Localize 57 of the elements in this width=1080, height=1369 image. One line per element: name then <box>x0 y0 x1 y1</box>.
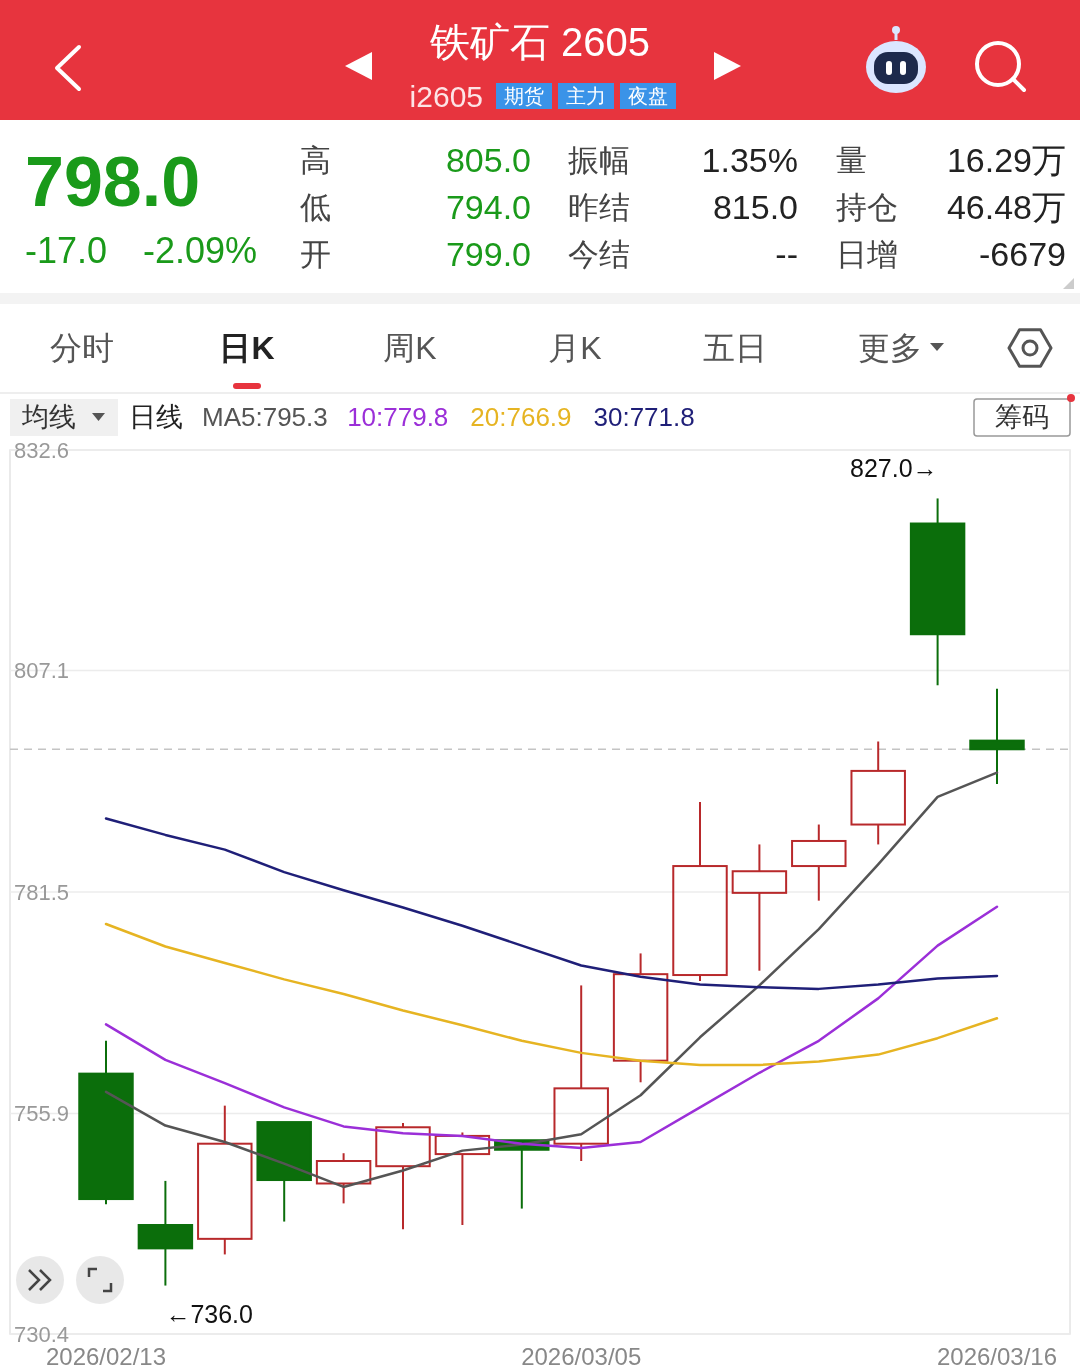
text: 月K <box>548 330 602 366</box>
text: 今结 <box>568 236 630 272</box>
candlestick <box>612 952 669 1084</box>
text: -2.09% <box>143 229 258 271</box>
text: 815.0 <box>712 188 798 226</box>
text: 筹码 <box>995 402 1049 432</box>
candlestick <box>969 687 1025 785</box>
text: 日线 <box>129 402 183 432</box>
text: MA5:795.3 <box>202 402 328 432</box>
text: 夜盘 <box>628 85 668 107</box>
text: 1.35% <box>701 141 798 179</box>
line-series <box>104 922 999 1067</box>
y-tick-label: 807.1 <box>14 658 70 684</box>
text: 30:771.8 <box>593 402 695 432</box>
candlestick <box>197 1104 253 1256</box>
y-tick-label: 755.9 <box>14 1100 70 1126</box>
candlestick <box>791 823 847 902</box>
line-series <box>104 771 999 1189</box>
x-tick-label: 2026/03/05 <box>521 1342 642 1369</box>
y-tick-label: 832.6 <box>14 437 70 463</box>
text: 10:779.8 <box>347 402 449 432</box>
text: 日K <box>219 330 275 366</box>
y-tick-label: 781.5 <box>14 879 70 905</box>
text: 主力 <box>566 85 606 107</box>
text: 低 <box>300 189 331 225</box>
text: 开 <box>300 236 331 272</box>
text: -- <box>775 235 798 273</box>
chart-title: 铁矿石 2605 <box>428 20 651 64</box>
text: 799.0 <box>445 235 531 273</box>
text: 20:766.9 <box>470 402 572 432</box>
text: 持仓 <box>836 189 898 225</box>
text: -6679 <box>979 235 1066 273</box>
candlestick <box>731 843 788 972</box>
text: 分时 <box>50 330 114 366</box>
text: 798.0 <box>25 143 201 221</box>
text: 794.0 <box>445 188 531 226</box>
text: 更多 <box>858 330 922 366</box>
text: 46.48万 <box>946 188 1066 226</box>
text: 五日 <box>703 330 767 366</box>
line-series <box>104 905 999 1150</box>
text: 805.0 <box>445 141 531 179</box>
text: 高 <box>300 142 331 178</box>
text: 16.29万 <box>946 141 1066 179</box>
annotation: 827.0→ <box>850 454 938 483</box>
text: 量 <box>836 142 867 178</box>
line-series <box>104 817 999 991</box>
annotation: ←736.0 <box>165 1299 253 1328</box>
x-tick-label: 2026/03/16 <box>936 1342 1058 1369</box>
text: 周K <box>383 330 437 366</box>
text: 振幅 <box>568 142 630 178</box>
text: -17.0 <box>25 229 108 271</box>
candlestick <box>850 740 906 846</box>
text: 日增 <box>836 236 898 272</box>
text: 昨结 <box>568 189 630 225</box>
text: 均线 <box>21 402 76 432</box>
text: 期货 <box>504 85 544 107</box>
chart-subtitle: i2605 <box>409 79 483 113</box>
